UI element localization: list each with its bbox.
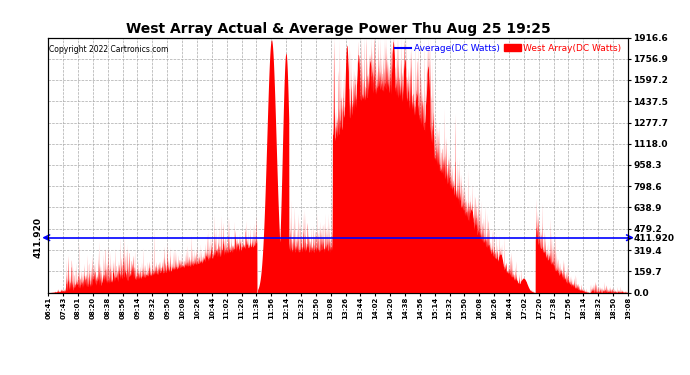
Title: West Array Actual & Average Power Thu Aug 25 19:25: West Array Actual & Average Power Thu Au… <box>126 22 551 36</box>
Text: Copyright 2022 Cartronics.com: Copyright 2022 Cartronics.com <box>50 45 169 54</box>
Legend: Average(DC Watts), West Array(DC Watts): Average(DC Watts), West Array(DC Watts) <box>391 40 625 56</box>
